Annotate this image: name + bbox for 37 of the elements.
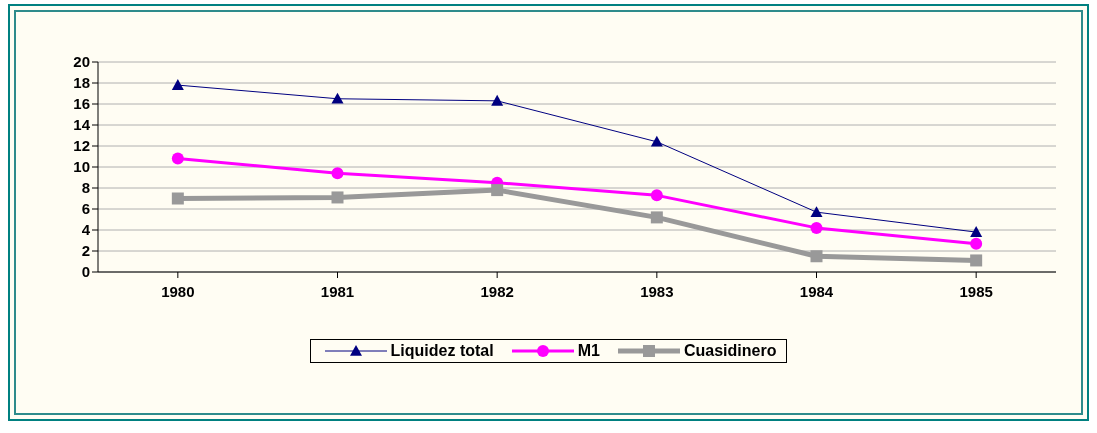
x-tick-label: 1981 <box>320 282 355 300</box>
legend-label: Liquidez total <box>390 342 494 360</box>
y-tick-label: 18 <box>73 74 90 92</box>
point <box>491 94 504 106</box>
legend-label: M1 <box>577 342 600 360</box>
x-tick-label: 1983 <box>640 282 674 300</box>
y-tick-label: 16 <box>73 95 90 113</box>
point <box>810 206 823 217</box>
point <box>650 189 663 202</box>
point <box>171 79 184 90</box>
y-tick-label: 0 <box>81 263 90 281</box>
y-tick-label: 2 <box>81 242 90 260</box>
x-tick-label: 1985 <box>959 282 993 300</box>
point <box>970 237 983 250</box>
y-tick-label: 14 <box>73 116 91 134</box>
x-tick-label: 1980 <box>161 282 195 300</box>
point <box>810 221 823 234</box>
point <box>650 211 663 224</box>
point <box>171 152 184 165</box>
point <box>970 254 983 267</box>
x-tick-label: 1982 <box>480 282 514 300</box>
point <box>171 192 184 205</box>
point <box>331 167 344 180</box>
x-tick-label: 1984 <box>799 282 834 300</box>
point <box>491 184 504 197</box>
point <box>650 135 663 147</box>
point <box>810 250 823 263</box>
point <box>331 191 344 204</box>
legend-label: Cuasidinero <box>683 342 777 360</box>
y-tick-label: 20 <box>73 53 90 71</box>
y-tick-label: 4 <box>81 221 91 239</box>
point <box>331 92 344 104</box>
point <box>970 226 983 237</box>
y-tick-label: 8 <box>81 179 90 197</box>
y-tick-label: 6 <box>81 200 90 218</box>
y-tick-label: 12 <box>73 137 90 155</box>
y-tick-label: 10 <box>73 158 90 176</box>
